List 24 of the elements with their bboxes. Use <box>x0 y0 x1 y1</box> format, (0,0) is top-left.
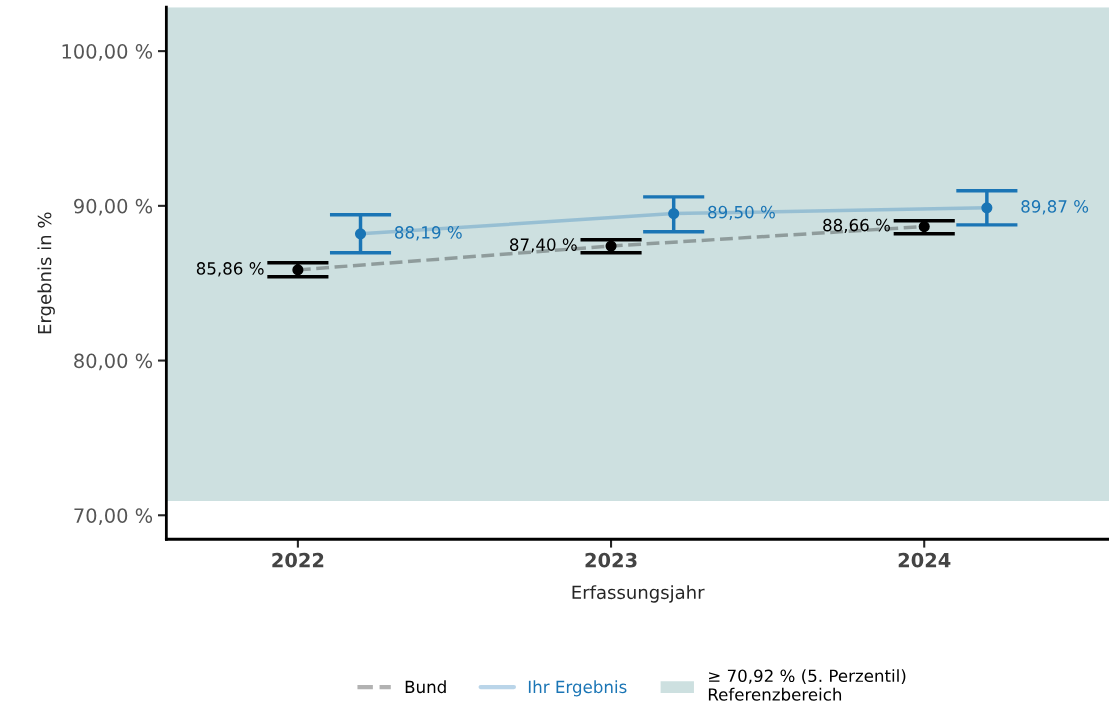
point <box>292 264 304 276</box>
point <box>668 208 680 220</box>
y-tick-label: 100,00 % <box>62 44 153 61</box>
x-tick-label: 2023 <box>585 552 637 568</box>
data-label: 85,86 % <box>196 262 264 277</box>
data-label: 88,19 % <box>394 226 462 241</box>
y-tick-label: 80,00 % <box>74 353 153 371</box>
data-label: 88,66 % <box>823 218 890 234</box>
legend-label: Ihr Ergebnis <box>528 680 627 697</box>
x-axis-title: Erfassungsjahr <box>572 585 705 603</box>
point <box>354 228 367 240</box>
point <box>981 202 993 214</box>
legend-label: Bund <box>405 680 446 694</box>
y-tick-label: 70,00 % <box>74 508 153 525</box>
point <box>918 221 930 233</box>
legend-label: ≥ 70,92 % (5. Perzentil) Referenzbereich <box>708 669 906 701</box>
data-label: 89,50 % <box>708 205 775 221</box>
point <box>605 240 617 252</box>
y-tick-label: 90,00 % <box>74 198 153 216</box>
data-label: 89,87 % <box>1021 200 1089 215</box>
x-tick-label: 2022 <box>272 552 324 568</box>
y-axis-title: Ergebnis in % <box>37 212 55 334</box>
data-label: 87,40 % <box>510 238 577 253</box>
x-tick-label: 2024 <box>898 552 951 568</box>
